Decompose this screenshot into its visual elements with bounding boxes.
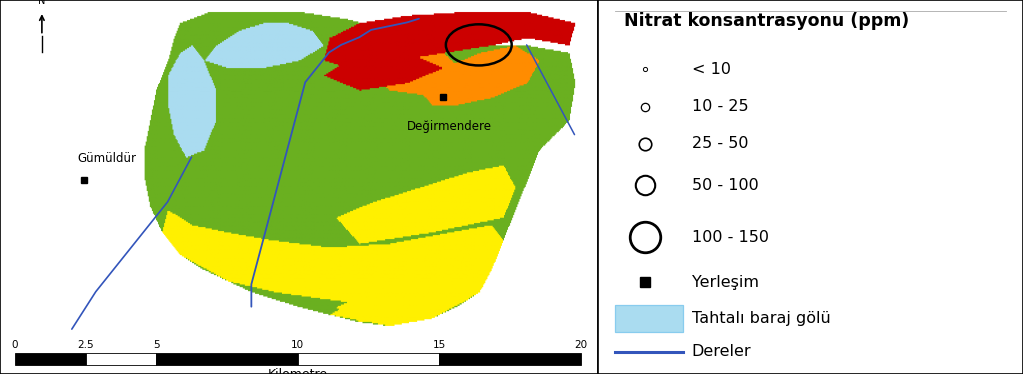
Text: 5: 5 — [153, 340, 160, 350]
Bar — [157, 353, 298, 365]
Text: Tahtalı baraj gölü: Tahtalı baraj gölü — [692, 311, 831, 326]
Text: Değirmendere: Değirmendere — [407, 120, 492, 133]
Text: Dereler: Dereler — [692, 344, 752, 359]
Text: Kilometre: Kilometre — [268, 368, 327, 374]
Text: < 10: < 10 — [692, 62, 730, 77]
Text: 10: 10 — [292, 340, 304, 350]
Text: Nitrat konsantrasyonu (ppm): Nitrat konsantrasyonu (ppm) — [624, 12, 909, 30]
Text: 20: 20 — [574, 340, 587, 350]
Text: 100 - 150: 100 - 150 — [692, 230, 769, 245]
Text: 25 - 50: 25 - 50 — [692, 137, 749, 151]
Text: 10 - 25: 10 - 25 — [692, 99, 749, 114]
Bar — [298, 353, 439, 365]
Bar — [439, 353, 580, 365]
Text: N: N — [38, 0, 46, 6]
Text: Gümüldür: Gümüldür — [78, 151, 137, 165]
Bar — [15, 353, 86, 365]
Text: 15: 15 — [433, 340, 446, 350]
Text: Yerleşim: Yerleşim — [692, 275, 759, 290]
Text: 0: 0 — [11, 340, 18, 350]
Text: 50 - 100: 50 - 100 — [692, 178, 759, 193]
Bar — [616, 305, 683, 332]
Text: 2.5: 2.5 — [78, 340, 94, 350]
Bar — [86, 353, 157, 365]
